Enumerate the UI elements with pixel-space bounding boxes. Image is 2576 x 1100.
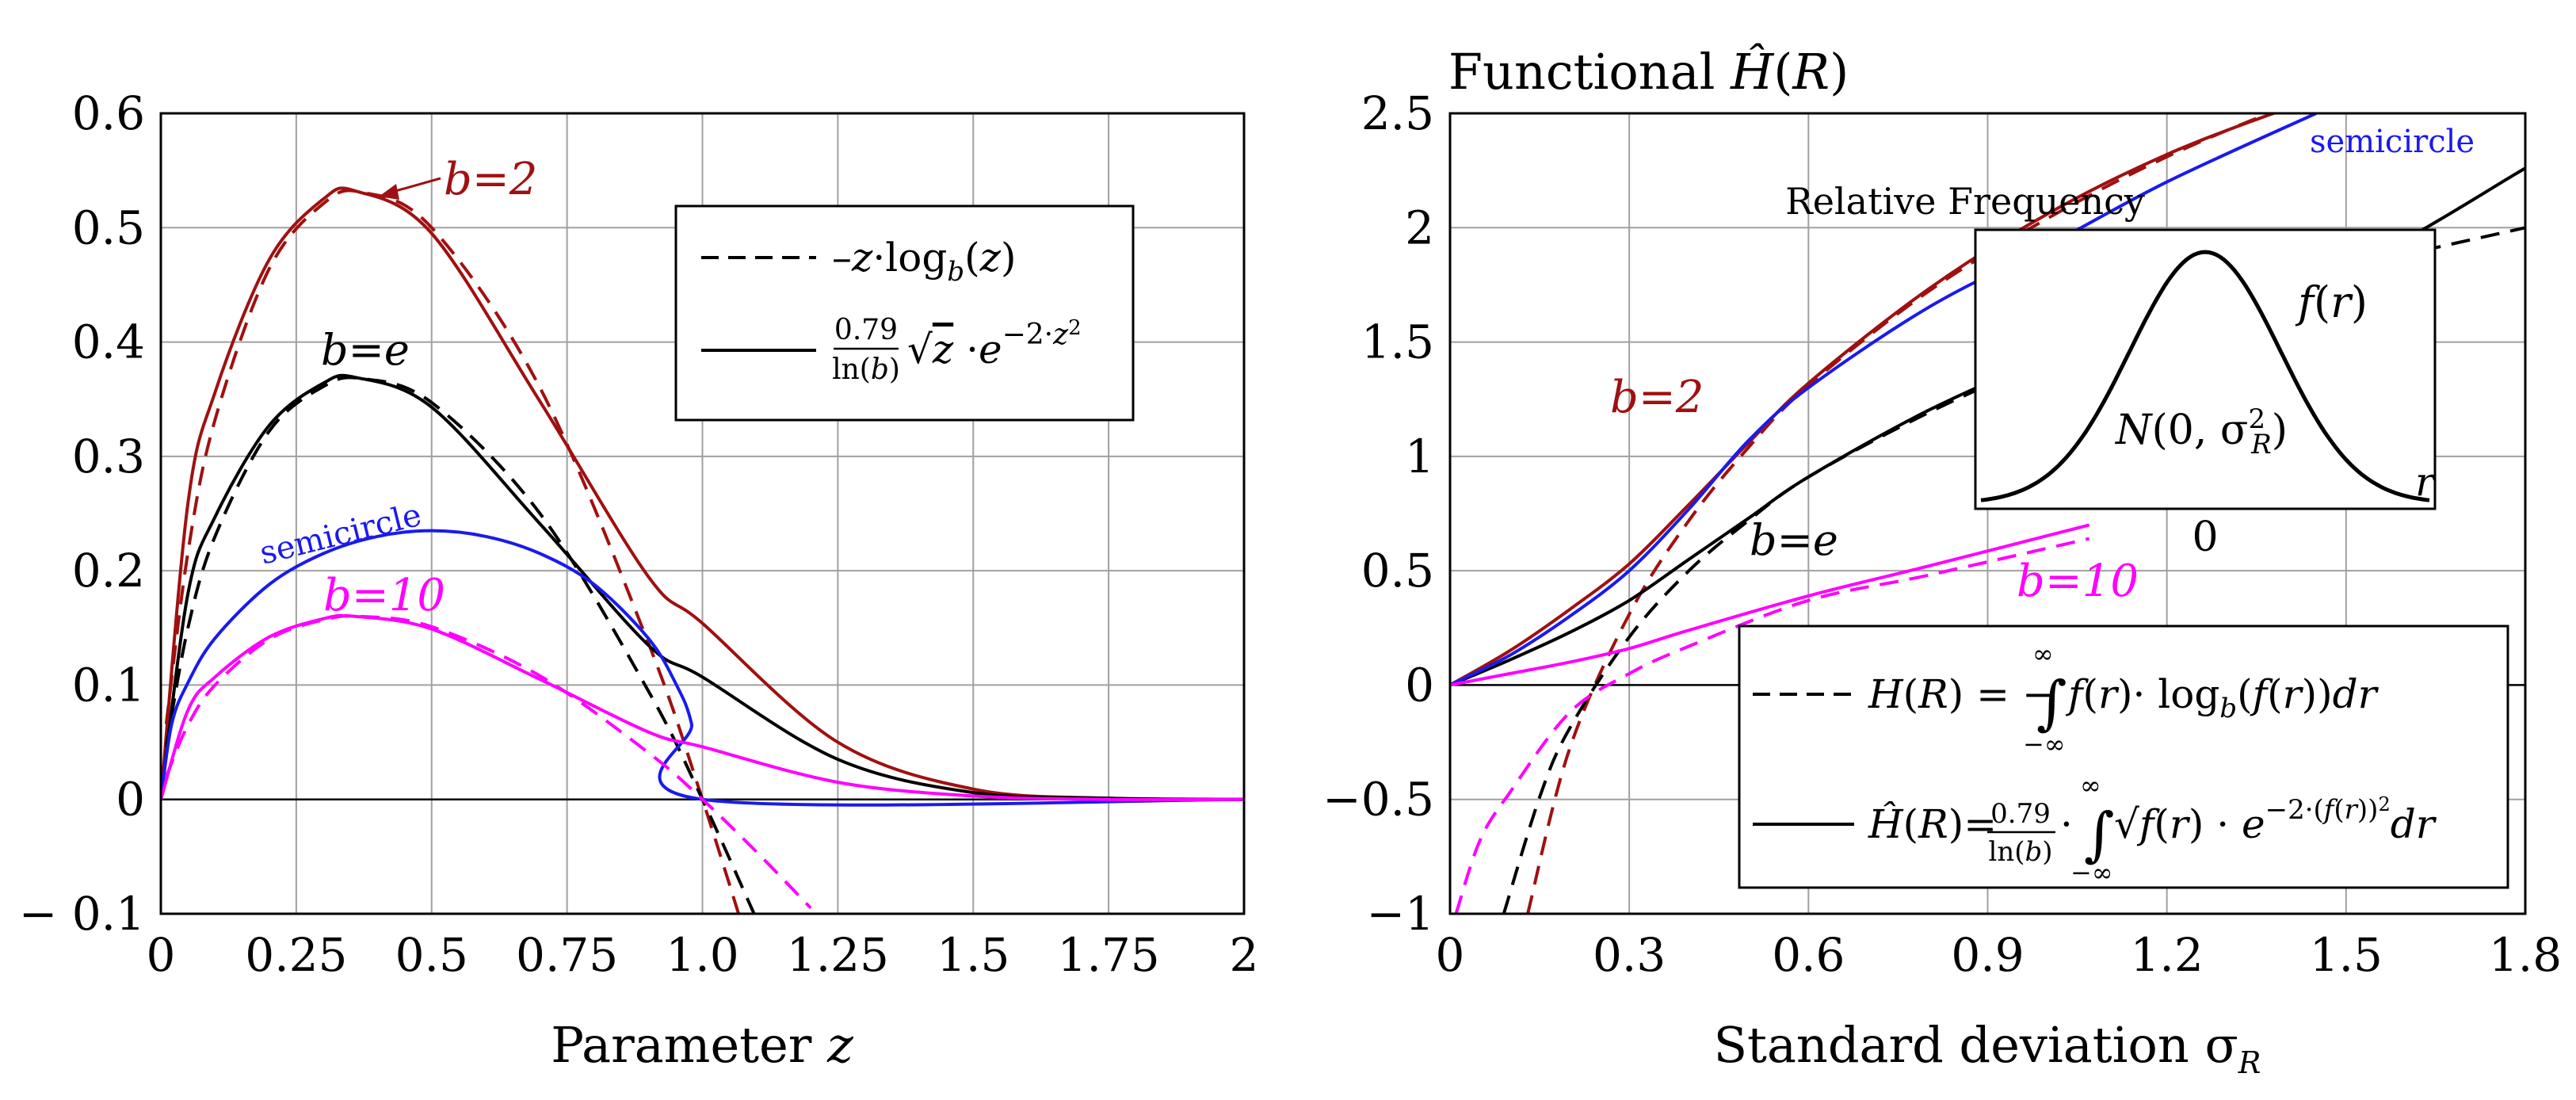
svg-text:ln(b): ln(b) xyxy=(832,353,900,386)
left-plot-frame xyxy=(159,112,1246,915)
y-tick-label: 0 xyxy=(1405,658,1434,712)
series-line-b-10-exact xyxy=(1454,537,2090,914)
inset-zero-tick: 0 xyxy=(2192,514,2218,561)
y-tick-label: 0.1 xyxy=(72,658,145,712)
annot-semicircle-left: semicircle xyxy=(256,497,425,572)
right-chart-title: Functional Ĥ(R) xyxy=(1448,43,1849,101)
y-tick-label: 0 xyxy=(116,773,145,827)
y-tick-label: −0.5 xyxy=(1322,773,1434,827)
inset-gaussian-curve xyxy=(1980,250,2430,502)
x-tick-label: 0.3 xyxy=(1593,928,1666,982)
series-line-b-2-exact xyxy=(1526,113,2273,914)
y-tick-label: 2 xyxy=(1405,201,1434,254)
svg-text:−∞: −∞ xyxy=(2023,729,2065,759)
svg-text:∫: ∫ xyxy=(2036,669,2067,737)
y-tick-label: 0.5 xyxy=(72,201,145,254)
x-tick-label: 0.6 xyxy=(1772,928,1845,982)
svg-text:ln(b): ln(b) xyxy=(1988,836,2052,868)
series-line-semicircle xyxy=(161,529,1244,807)
svg-text:−∞: −∞ xyxy=(2070,857,2112,888)
x-tick-label: 0 xyxy=(1436,928,1465,982)
annot-be-left: b=e xyxy=(321,325,410,375)
series-line-b-2-exact-z-log-z- xyxy=(164,189,741,914)
svg-text:0.79: 0.79 xyxy=(834,314,898,346)
left-x-axis-label: Parameter z xyxy=(551,1016,853,1074)
svg-text:·: · xyxy=(2060,801,2073,847)
y-tick-label: 1.5 xyxy=(1361,315,1434,369)
inset-dist-label: N(0, σ2 R) xyxy=(2114,403,2288,460)
series-line-b-e-approx xyxy=(161,373,1244,801)
series-line-semicircle xyxy=(1450,113,2317,687)
svg-text:Ĥ(R)=: Ĥ(R)= xyxy=(1868,800,1997,847)
svg-text:∫: ∫ xyxy=(2084,800,2115,869)
right-legend: H(R) = − ∫ ∞ −∞ f(r)· logb(f(r))dr Ĥ(R)=… xyxy=(1738,624,2509,889)
series-line-b-2-approx xyxy=(161,186,1244,801)
svg-text:0.79: 0.79 xyxy=(1990,798,2051,830)
annot-b2-left: b=2 xyxy=(444,154,537,205)
x-tick-label: 0.9 xyxy=(1951,928,2024,982)
x-tick-label: 1.5 xyxy=(937,928,1009,982)
y-tick-label: 2.5 xyxy=(1361,86,1434,140)
annot-b2-right: b=2 xyxy=(1610,372,1704,423)
y-tick-label: 0.3 xyxy=(72,430,145,483)
legend-entry-dashed-right: H(R) = − ∫ ∞ −∞ f(r)· logb(f(r))dr xyxy=(1868,639,2379,759)
y-tick-label: 0.4 xyxy=(72,315,145,369)
series-line-b-2-approx xyxy=(1450,113,2279,687)
inset-r-label: r xyxy=(2415,459,2437,505)
svg-text:∞: ∞ xyxy=(2080,770,2101,800)
y-tick-label: 1 xyxy=(1405,430,1434,483)
annot-semicircle-right: semicircle xyxy=(2310,124,2475,160)
annot-b10-right: b=10 xyxy=(2017,556,2139,607)
y-tick-label: 0.2 xyxy=(72,544,145,598)
annot-be-right: b=e xyxy=(1750,515,1838,565)
right-tick-labels: 0 0.3 0.6 0.9 1.2 1.5 1.8 −1 −0.5 0 0.5 1 1.5 2 2.5 xyxy=(1322,86,2562,982)
annot-b10-left: b=10 xyxy=(323,570,445,621)
series-line-b-e-exact xyxy=(164,376,756,914)
x-tick-label: 0 xyxy=(147,928,176,982)
x-tick-label: 1.0 xyxy=(666,928,738,982)
svg-text:∞: ∞ xyxy=(2032,639,2054,669)
series-line-b-10-approx xyxy=(1450,523,2090,687)
series-line-b-10-exact xyxy=(164,614,812,910)
inset-title: Relative Frequency xyxy=(1785,180,2145,223)
x-tick-label: 2 xyxy=(1230,928,1259,982)
x-tick-label: 1.8 xyxy=(2489,928,2562,982)
svg-text:f(r)· logb(f(r))dr: f(r)· logb(f(r))dr xyxy=(2065,671,2379,724)
left-chart: 0 0.25 0.5 0.75 1.0 1.25 1.5 1.75 2− 0.100.10.20… xyxy=(19,86,1259,1074)
x-tick-label: 0.5 xyxy=(395,928,468,982)
y-tick-label: 0.5 xyxy=(1361,544,1434,598)
y-tick-label: − 0.1 xyxy=(19,887,145,941)
right-x-axis-label: Standard deviation σR xyxy=(1714,1016,2261,1080)
annot-b2-arrowhead xyxy=(379,184,399,200)
y-tick-label: −1 xyxy=(1367,887,1435,941)
x-tick-label: 1.25 xyxy=(787,928,889,982)
right-chart: 0 0.3 0.6 0.9 1.2 1.5 1.8 −1 −0.5 0 0.5 1 1.5 2 2.5 Fu… xyxy=(1322,43,2562,1080)
x-tick-label: 1.75 xyxy=(1058,928,1160,982)
inset-panel: Relative Frequency f(r) N(0, σ2 R) r 0 xyxy=(1785,180,2437,561)
x-tick-label: 1.2 xyxy=(2131,928,2204,982)
x-tick-label: 0.75 xyxy=(516,928,618,982)
y-tick-label: 0.6 xyxy=(72,86,145,140)
left-series xyxy=(161,186,1244,914)
x-tick-label: 0.25 xyxy=(245,928,347,982)
inset-curve-label: f(r) xyxy=(2295,277,2368,327)
right-plot-frame xyxy=(1448,112,2527,915)
legend-entry-dashed-left: –z·logb(z) xyxy=(832,235,1016,288)
left-legend: –z·logb(z) 0.79 ln(b) √z ·e−2·z2 xyxy=(674,204,1135,422)
x-tick-label: 1.5 xyxy=(2310,928,2383,982)
series-line-b-10-approx xyxy=(161,613,1244,802)
svg-text:H(R) = −: H(R) = − xyxy=(1868,671,2055,717)
left-tick-labels: 0 0.25 0.5 0.75 1.0 1.25 1.5 1.75 2− 0.100.10.20… xyxy=(19,86,1259,982)
